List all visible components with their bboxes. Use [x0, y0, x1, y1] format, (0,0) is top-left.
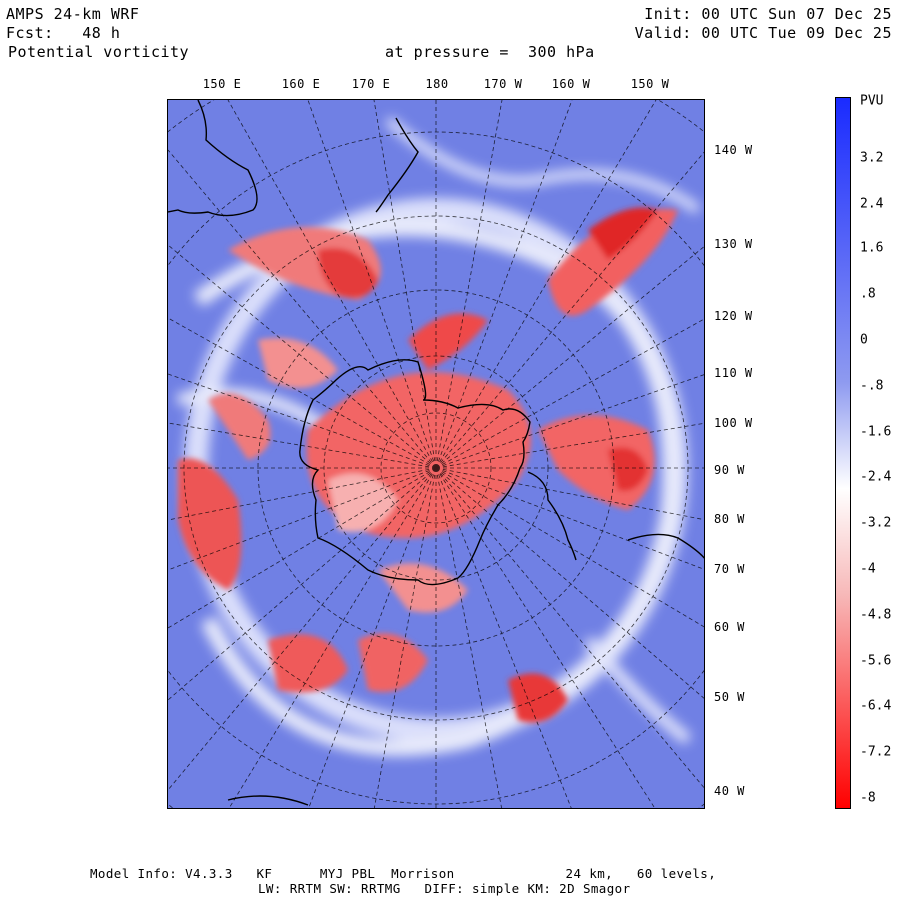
init-time: Init: 00 UTC Sun 07 Dec 25: [644, 5, 892, 23]
forecast-hour: Fcst: 48 h: [6, 24, 121, 42]
lon-label-140w: 140 W: [714, 143, 753, 157]
lon-label-130w: 130 W: [714, 237, 753, 251]
field-name: Potential vorticity: [8, 43, 190, 61]
colorbar-label: -.8: [860, 378, 884, 394]
colorbar-label: -6.4: [860, 698, 892, 714]
colorbar-label: -7.2: [860, 744, 892, 760]
valid-time: Valid: 00 UTC Tue 09 Dec 25: [634, 24, 892, 42]
lon-label-40w: 40 W: [714, 784, 745, 798]
lon-label-60w: 60 W: [714, 620, 745, 634]
pressure-level: at pressure = 300 hPa: [385, 43, 595, 61]
colorbar-label: 3.2: [860, 150, 884, 166]
map-canvas: [168, 100, 704, 808]
lon-label-80w: 80 W: [714, 512, 745, 526]
colorbar-label: -2.4: [860, 469, 892, 485]
lat-lon-grid: [168, 100, 704, 808]
lon-label-150w: 150 W: [630, 77, 670, 91]
lon-label-50w: 50 W: [714, 690, 745, 704]
colorbar-label: 1.6: [860, 240, 884, 256]
lon-label-100w: 100 W: [714, 416, 753, 430]
australia-coastline: [168, 100, 258, 217]
lon-label-160w: 160 W: [551, 77, 591, 91]
lon-label-110w: 110 W: [714, 366, 753, 380]
lon-label-160e: 160 E: [281, 77, 321, 91]
negative-pv-regions: [178, 207, 678, 723]
colorbar-label: -8: [860, 790, 876, 806]
colorbar-label: 2.4: [860, 196, 884, 212]
lon-label-170w: 170 W: [483, 77, 523, 91]
colorbar-label: 0: [860, 332, 868, 348]
model-info-line2: LW: RRTM SW: RRTMG DIFF: simple KM: 2D S…: [258, 881, 631, 896]
colorbar-label: -4: [860, 561, 876, 577]
coastlines: [168, 100, 704, 806]
south-america-tip-coastline: [627, 533, 704, 559]
potential-vorticity-map: [167, 99, 705, 809]
new-zealand-coastline: [375, 117, 419, 213]
lon-label-90w: 90 W: [714, 463, 745, 477]
model-title: AMPS 24-km WRF: [6, 5, 140, 23]
colorbar-label: -4.8: [860, 607, 892, 623]
antarctica-coastline: [299, 359, 531, 586]
colorbar-label: .8: [860, 286, 876, 302]
colorbar-label: -1.6: [860, 424, 892, 440]
colorbar-label: -3.2: [860, 515, 892, 531]
colorbar-unit: PVU: [860, 93, 884, 109]
lon-label-70w: 70 W: [714, 562, 745, 576]
south-africa-coastline: [227, 795, 309, 806]
lon-label-170e: 170 E: [351, 77, 391, 91]
colorbar-label: -5.6: [860, 653, 892, 669]
pv-colorbar: [835, 97, 851, 809]
lon-label-150e: 150 E: [202, 77, 242, 91]
south-america-coastline: [527, 471, 577, 561]
lon-label-120w: 120 W: [714, 309, 753, 323]
model-info-line1: Model Info: V4.3.3 KF MYJ PBL Morrison 2…: [90, 866, 717, 881]
lon-label-180: 180: [425, 77, 449, 91]
